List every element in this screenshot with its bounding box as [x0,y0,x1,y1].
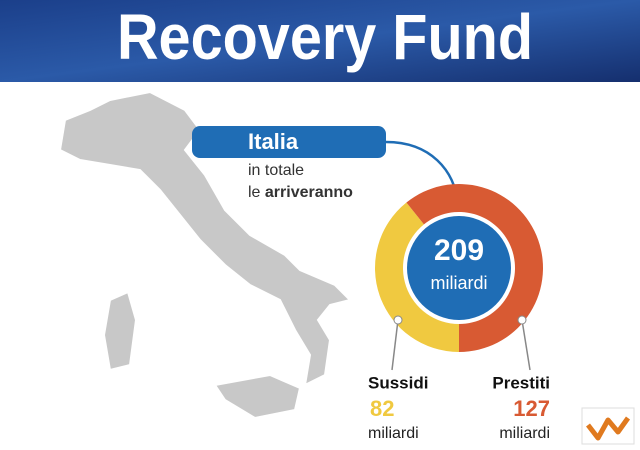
donut-segment [374,202,459,352]
leader-dot [517,315,527,325]
header-title: Recovery Fund [117,1,533,72]
legend-label: Sussidi [368,373,428,392]
callout-label: Italia [248,129,299,154]
unit-label: miliardi [368,425,419,442]
logo [581,407,635,445]
header-band [0,0,640,82]
map-sicily [213,373,302,420]
total-unit: miliardi [430,273,487,293]
donut [374,184,543,352]
map-italy [58,90,352,387]
leader-line [391,319,399,371]
total-value: 209 [434,234,484,267]
logo-mark [586,416,631,441]
leader-dot [393,315,403,325]
unit-label: miliardi [499,425,550,442]
data-label: 82 [370,396,394,421]
callout-text: le arriveranno [248,184,353,201]
map-sardinia [102,290,138,372]
legend-label: Prestiti [492,373,550,392]
callout-text: le [248,184,261,201]
data-label: 127 [513,396,550,421]
callout-text-bold: arriveranno [265,184,353,201]
leader-line [521,319,531,371]
donut-center [407,216,511,320]
callout-text: in totale [248,162,304,179]
callout-box [192,126,386,158]
donut-segment [406,184,543,352]
